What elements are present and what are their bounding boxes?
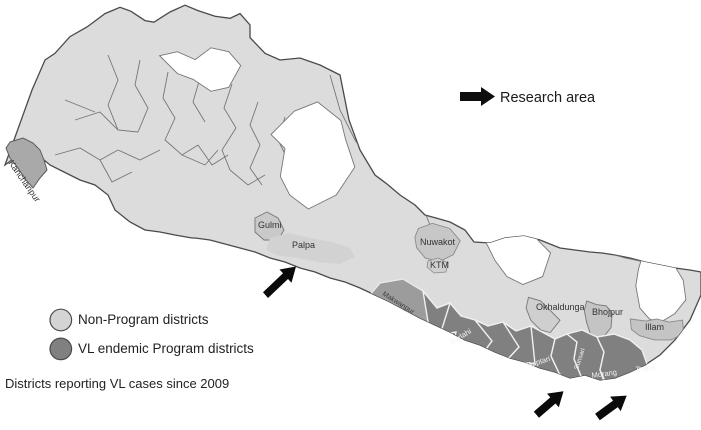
svg-text:Districts reporting VL cases s: Districts reporting VL cases since 2009 <box>5 376 229 391</box>
svg-text:Non-Program districts: Non-Program districts <box>78 312 209 327</box>
svg-text:Palpa: Palpa <box>292 240 315 250</box>
svg-text:Nuwakot: Nuwakot <box>420 237 456 247</box>
svg-text:KTM: KTM <box>430 260 449 270</box>
svg-text:Research area: Research area <box>500 90 596 106</box>
svg-text:Gulmi: Gulmi <box>258 220 282 230</box>
svg-text:Illam: Illam <box>645 322 664 332</box>
svg-text:Bhojpur: Bhojpur <box>592 307 623 317</box>
svg-text:Okhaldunga: Okhaldunga <box>536 302 585 312</box>
svg-text:VL endemic Program districts: VL endemic Program districts <box>78 341 254 356</box>
